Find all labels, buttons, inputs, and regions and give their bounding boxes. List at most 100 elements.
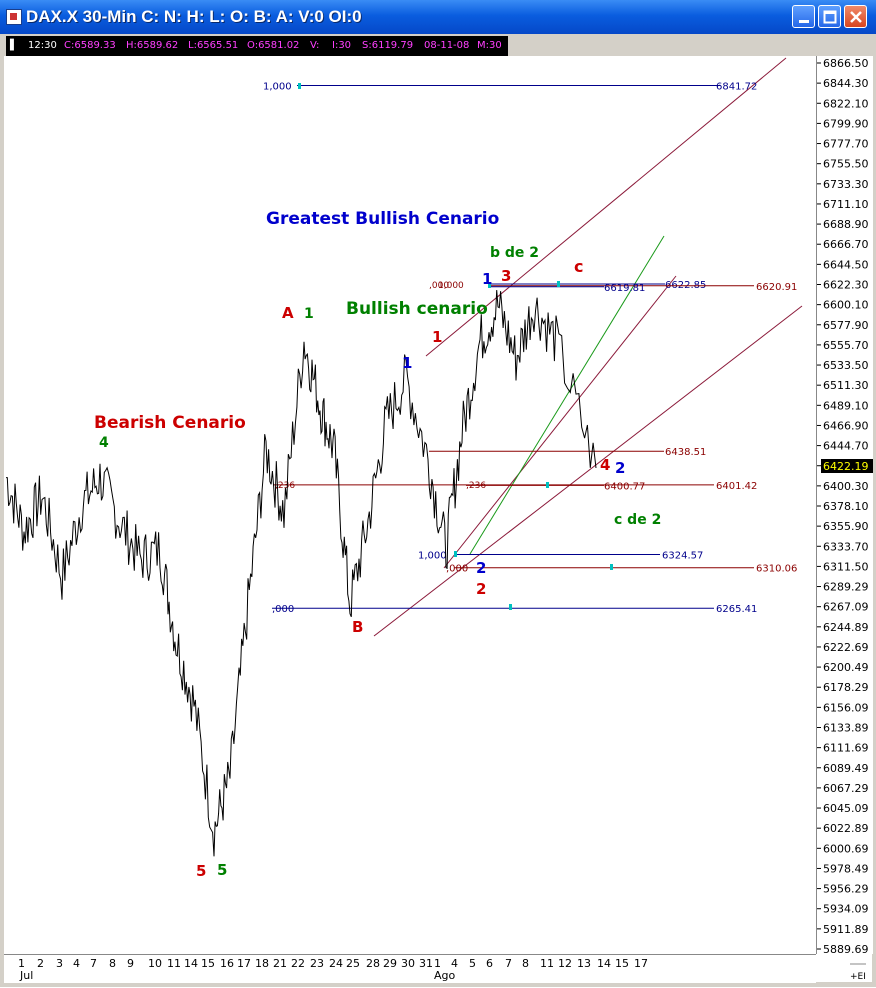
y-tick-label: 6644.50: [823, 258, 869, 271]
y-tick-label: 5956.29: [823, 883, 869, 896]
y-tick-label: 6200.49: [823, 661, 869, 674]
y-tick-label: 6844.30: [823, 77, 869, 90]
y-tick-label: 6244.89: [823, 621, 869, 634]
level-value-label: 6265.41: [716, 604, 757, 615]
corner-svg: +EI: [850, 963, 866, 982]
axis-corner: +EI: [816, 954, 872, 982]
level-handle-marker: [546, 482, 549, 488]
y-tick-label: 6511.30: [823, 379, 869, 392]
level-handle-marker: [454, 551, 457, 557]
y-tick-label: 6577.90: [823, 319, 869, 332]
x-tick-label: 11: [540, 957, 554, 970]
wave-annotation: Bullish cenario: [346, 299, 488, 319]
y-tick-label: 6400.30: [823, 480, 869, 493]
x-tick-label: 23: [310, 957, 324, 970]
level-value-label: 6400.77: [604, 481, 645, 492]
wave-annotation: c de 2: [614, 512, 661, 528]
x-month-label: Jul: [19, 969, 33, 982]
price-axis[interactable]: 6866.50 6844.30 6822.10 6799.90 6777.70 6755.…: [816, 56, 873, 956]
price-series: [6, 290, 597, 857]
x-tick-label: 3: [56, 957, 63, 970]
y-tick-label: 6289.29: [823, 581, 869, 594]
x-tick-label: 12: [558, 957, 572, 970]
x-tick-label: 14: [597, 957, 611, 970]
x-tick-label: 17: [634, 957, 648, 970]
wave-annotation: 5: [217, 861, 227, 879]
x-tick-label: 15: [201, 957, 215, 970]
minimize-button[interactable]: [792, 5, 815, 28]
level-fib-label: ,000: [446, 564, 468, 575]
x-tick-label: 7: [90, 957, 97, 970]
wave-annotation: c: [574, 257, 583, 276]
y-tick-label: 6089.49: [823, 762, 869, 775]
channel-upper-line: [425, 57, 787, 357]
wave-annotation: A: [282, 304, 294, 322]
x-month-label: Ago: [434, 969, 456, 982]
x-axis: 1 2 3 4 7 8 9 10 11 14 15 16 17 18 21 22 23 24 25 28 29 30 31 1…: [18, 957, 648, 982]
level-fib-label: ,000: [272, 604, 294, 615]
x-tick-label: 30: [401, 957, 415, 970]
info-marker: ▌: [10, 40, 18, 51]
x-tick-label: 8: [109, 957, 116, 970]
y-axis: 6866.50 6844.30 6822.10 6799.90 6777.70 6755.…: [817, 57, 873, 956]
y-tick-label: 6444.70: [823, 440, 869, 453]
level-fib-label: 1,000: [263, 81, 292, 92]
wave-annotation: Greatest Bullish Cenario: [266, 209, 499, 229]
wave-annotation: b de 2: [490, 245, 539, 261]
x-tick-label: 1: [18, 957, 25, 970]
close-button[interactable]: [844, 5, 867, 28]
y-tick-label: 6688.90: [823, 218, 869, 231]
level-value-label: 6401.42: [716, 481, 757, 492]
y-tick-label: 6000.69: [823, 842, 869, 855]
x-tick-label: 9: [127, 957, 134, 970]
fib-small-label: ,000: [429, 281, 449, 291]
window-title: DAX.X 30-Min C: N: H: L: O: B: A: V:0 OI…: [26, 7, 362, 26]
wave-annotation: 3: [501, 267, 511, 285]
y-tick-label: 6533.50: [823, 359, 869, 372]
wave-annotation: 1: [482, 270, 492, 288]
x-tick-label: 8: [522, 957, 529, 970]
fib-small-label: ,236: [466, 481, 486, 491]
y-tick-label: 6600.10: [823, 299, 869, 312]
last-price-label: 6422.19: [823, 460, 869, 473]
y-tick-label: 6133.89: [823, 722, 869, 735]
wave-annotation: 1: [432, 328, 442, 346]
wave-annotation: Bearish Cenario: [94, 413, 246, 433]
y-tick-label: 5934.09: [823, 903, 869, 916]
x-tick-label: 22: [291, 957, 305, 970]
wave-annotation: 5: [196, 862, 206, 880]
close-icon: [850, 11, 862, 23]
y-tick-label: 5889.69: [823, 943, 869, 954]
x-tick-label: 13: [577, 957, 591, 970]
x-tick-label: 11: [167, 957, 181, 970]
plot-area[interactable]: 6841.72 1,000 6622.85 6620.91 6619.81 6438.51…: [4, 56, 816, 954]
channel-lower-line: [373, 305, 803, 637]
x-tick-label: 28: [366, 957, 380, 970]
level-handle-marker: [610, 564, 613, 570]
wave-annotation: 2: [476, 559, 486, 577]
fib-small-label: ,236: [275, 481, 295, 491]
level-value-label: 6438.51: [665, 447, 706, 458]
y-tick-label: 5911.89: [823, 923, 869, 936]
y-tick-label: 6777.70: [823, 138, 869, 151]
x-tick-label: 17: [237, 957, 251, 970]
y-tick-label: 6022.89: [823, 822, 869, 835]
maximize-button[interactable]: [818, 5, 841, 28]
x-tick-label: 4: [73, 957, 80, 970]
level-handle-marker: [557, 281, 560, 287]
y-tick-label: 6045.09: [823, 802, 869, 815]
title-bar[interactable]: DAX.X 30-Min C: N: H: L: O: B: A: V:0 OI…: [0, 0, 876, 34]
y-tick-label: 6489.10: [823, 399, 869, 412]
x-tick-label: 31: [419, 957, 433, 970]
quote-info-bar: ▌ 12:30 C:6589.33 H:6589.62 L:6565.51 O:…: [6, 36, 508, 56]
x-tick-label: 21: [273, 957, 287, 970]
y-tick-label: 6666.70: [823, 238, 869, 251]
time-axis[interactable]: 1 2 3 4 7 8 9 10 11 14 15 16 17 18 21 22 23 24 25 28 29 30 31 1…: [4, 954, 816, 983]
x-tick-label: 5: [469, 957, 476, 970]
y-tick-label: 6222.69: [823, 641, 869, 654]
level-value-label: 6310.06: [756, 564, 797, 575]
y-tick-label: 6333.70: [823, 540, 869, 553]
wave-annotation: B: [352, 618, 363, 636]
x-tick-label: 1: [434, 957, 441, 970]
